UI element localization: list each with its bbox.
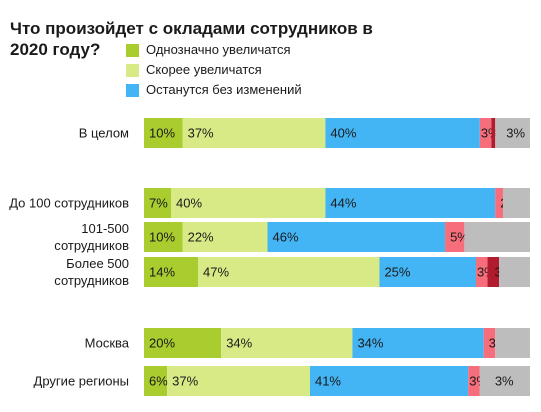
bar-segment xyxy=(221,328,353,358)
bar-segment xyxy=(144,222,183,252)
category-label: В целом xyxy=(79,126,129,141)
bar-segment xyxy=(475,257,488,287)
bar-segment xyxy=(325,188,496,218)
data-label: 37% xyxy=(172,374,198,389)
data-label: 40% xyxy=(330,126,356,141)
bar-segment xyxy=(495,188,503,218)
legend-swatch xyxy=(126,44,139,57)
category-label: Более 500 сотрудников xyxy=(54,256,129,288)
bar-segment xyxy=(144,328,222,358)
legend-swatch xyxy=(126,64,139,77)
data-label: 22% xyxy=(188,230,214,245)
bar-segment xyxy=(352,328,484,358)
bar-segment xyxy=(495,328,530,358)
bar-segment xyxy=(491,118,496,148)
bar-segment xyxy=(445,222,465,252)
category-label: 101-500 сотрудников xyxy=(54,221,129,253)
bar-segment xyxy=(325,118,480,148)
bar-segment xyxy=(267,222,446,252)
data-label: 25% xyxy=(384,265,410,280)
data-label: 6% xyxy=(149,374,168,389)
bar-segment xyxy=(182,118,326,148)
bar-segment xyxy=(468,366,480,396)
data-label: 41% xyxy=(315,374,341,389)
category-label: Другие регионы xyxy=(34,374,129,389)
data-label: 20% xyxy=(149,336,175,351)
page-title: Что произойдет с окладами сотрудников в … xyxy=(10,19,373,59)
data-label: 34% xyxy=(226,336,252,351)
legend-swatch xyxy=(126,84,139,97)
data-label: 34% xyxy=(357,336,383,351)
data-label: 7% xyxy=(149,196,168,211)
bar-segment xyxy=(144,188,172,218)
bar-segment xyxy=(379,257,476,287)
data-label: 37% xyxy=(188,126,214,141)
bar-segment xyxy=(499,257,530,287)
bar-segment xyxy=(198,257,380,287)
data-label: 40% xyxy=(176,196,202,211)
data-label: 47% xyxy=(203,265,229,280)
bar-segment xyxy=(464,222,530,252)
bar-segment xyxy=(479,366,530,396)
category-label: До 100 сотрудников xyxy=(9,196,129,211)
bar-segment xyxy=(144,118,183,148)
bar-segment xyxy=(495,118,530,148)
category-label: Москва xyxy=(85,336,130,351)
data-label: 3% xyxy=(495,374,514,389)
legend-label: Скорее увеличатся xyxy=(146,62,262,77)
data-label: 14% xyxy=(149,265,175,280)
bar-segment xyxy=(483,328,496,358)
bar-segment xyxy=(502,188,530,218)
bar-segment xyxy=(167,366,310,396)
bar-segment xyxy=(182,222,268,252)
legend-label: Останутся без изменений xyxy=(146,82,302,97)
data-label: 10% xyxy=(149,230,175,245)
legend-item: Останутся без изменений xyxy=(126,80,302,100)
bar-segment xyxy=(309,366,469,396)
data-label: 3% xyxy=(506,126,525,141)
bar-segment xyxy=(171,188,326,218)
legend-item: Однозначно увеличатся xyxy=(126,40,302,60)
bar-segment xyxy=(144,257,199,287)
legend-item: Скорее увеличатся xyxy=(126,60,302,80)
bar-segment xyxy=(487,257,500,287)
data-label: 10% xyxy=(149,126,175,141)
data-label: 44% xyxy=(330,196,356,211)
bar-segment xyxy=(479,118,492,148)
legend-label: Однозначно увеличатся xyxy=(146,42,291,57)
legend: Однозначно увеличатся Скорее увеличатся … xyxy=(126,40,302,100)
bar-segment xyxy=(144,366,168,396)
data-label: 46% xyxy=(273,230,299,245)
